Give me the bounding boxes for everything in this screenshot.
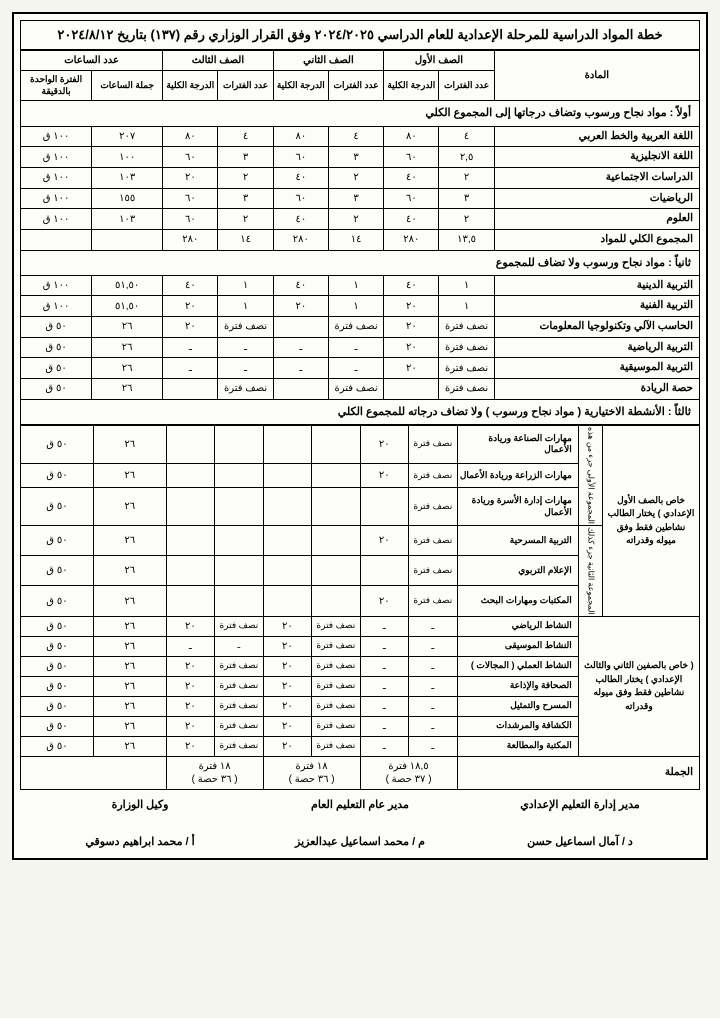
subject-cell: الحاسب الآلي وتكنولوجيا المعلومات bbox=[494, 317, 699, 338]
summary-g3: ١٨ فترة( ٣٦ حصة ) bbox=[166, 756, 263, 789]
summary-g1: ١٨,٥ فترة( ٣٧ حصة ) bbox=[360, 756, 457, 789]
table-row: خاص بالصف الأول الإعدادي ) يختار الطالب … bbox=[21, 425, 700, 463]
signature-1: مدير إدارة التعليم الإعدادي د / آمال اسم… bbox=[470, 798, 690, 848]
sig2-title: مدير عام التعليم العام bbox=[250, 798, 470, 811]
subject-cell: التربية الموسيقية bbox=[494, 358, 699, 379]
note-1: خاص بالصف الأول الإعدادي ) يختار الطالب … bbox=[603, 425, 700, 616]
sub-score-1: الدرجة الكلية bbox=[384, 71, 439, 101]
table-header: المادة الصف الأول الصف الثاني الصف الثال… bbox=[21, 51, 700, 127]
curriculum-table: المادة الصف الأول الصف الثاني الصف الثال… bbox=[20, 50, 700, 425]
activities-table: خاص بالصف الأول الإعدادي ) يختار الطالب … bbox=[20, 425, 700, 790]
table-row: التربية الرياضية نصف فترة٢٠ ــ ــ ٢٦٥٠ ق bbox=[21, 337, 700, 358]
sub-unitmin: الفترة الواحدة بالدقيقة bbox=[21, 71, 92, 101]
subject-cell: التربية الدينية bbox=[494, 275, 699, 296]
signature-3: وكيل الوزارة أ / محمد ابراهيم دسوقي bbox=[30, 798, 250, 848]
subject-cell: التربية الفنية bbox=[494, 296, 699, 317]
subject-cell: الرياضيات bbox=[494, 188, 699, 209]
table-row: المجموع الكلي للمواد ١٣,٥٢٨٠ ١٤٢٨٠ ١٤٢٨٠ bbox=[21, 229, 700, 250]
col-grade3: الصف الثالث bbox=[163, 51, 274, 71]
col-subject: المادة bbox=[494, 51, 699, 101]
table-row: حصة الريادة نصف فترة نصف فترة نصف فترة ٢… bbox=[21, 379, 700, 400]
subject-cell: العلوم bbox=[494, 209, 699, 230]
sig1-name: د / آمال اسماعيل حسن bbox=[470, 835, 690, 848]
section1-label: أولاً : مواد نجاح ورسوب وتضاف درجاتها إل… bbox=[21, 101, 700, 126]
table-row: الحاسب الآلي وتكنولوجيا المعلومات نصف فت… bbox=[21, 317, 700, 338]
table-row: اللغة العربية والخط العربي ٤٨٠ ٤٨٠ ٤٨٠ ٢… bbox=[21, 126, 700, 147]
subject-cell: التربية الرياضية bbox=[494, 337, 699, 358]
table-row: الرياضيات ٣٦٠ ٣٦٠ ٣٦٠ ١٥٥١٠٠ ق bbox=[21, 188, 700, 209]
col-grade1: الصف الأول bbox=[384, 51, 495, 71]
table-row: التربية الدينية ١٤٠ ١٤٠ ١٤٠ ٥١,٥٠١٠٠ ق bbox=[21, 275, 700, 296]
sig3-title: وكيل الوزارة bbox=[30, 798, 250, 811]
document-page: خطة المواد الدراسية للمرحلة الإعدادية لل… bbox=[12, 12, 708, 860]
subject-cell: اللغة العربية والخط العربي bbox=[494, 126, 699, 147]
table-row: التربية الموسيقية نصف فترة٢٠ ــ ــ ٢٦٥٠ … bbox=[21, 358, 700, 379]
subject-cell: حصة الريادة bbox=[494, 379, 699, 400]
table-row: ( خاص بالصفين الثاني والثالث الإعدادي ) … bbox=[21, 616, 700, 636]
group-a: المجموعة الأولى جزء من هذه bbox=[578, 425, 602, 525]
sub-score-2: الدرجة الكلية bbox=[273, 71, 328, 101]
document-title: خطة المواد الدراسية للمرحلة الإعدادية لل… bbox=[20, 20, 700, 50]
sub-sumhours: جملة الساعات bbox=[92, 71, 163, 101]
group-b: المجموعة الثانية جزء كذلك bbox=[578, 525, 602, 616]
table-row: الدراسات الاجتماعية ٢٤٠ ٢٤٠ ٢٢٠ ١٠٣١٠٠ ق bbox=[21, 167, 700, 188]
section2-label: ثانياً : مواد نجاح ورسوب ولا تضاف للمجمو… bbox=[21, 250, 700, 275]
section3-label: ثالثاً : الأنشطة الاختيارية ( مواد نجاح … bbox=[21, 399, 700, 424]
summary-label: الجملة bbox=[457, 756, 699, 789]
sig2-name: م / محمد اسماعيل عبدالعزيز bbox=[250, 835, 470, 848]
signature-2: مدير عام التعليم العام م / محمد اسماعيل … bbox=[250, 798, 470, 848]
table-row: المجموعة الثانية جزء كذلك التربية المسرح… bbox=[21, 525, 700, 555]
sig3-name: أ / محمد ابراهيم دسوقي bbox=[30, 835, 250, 848]
subject-cell: المجموع الكلي للمواد bbox=[494, 229, 699, 250]
subject-cell: اللغة الانجليزية bbox=[494, 147, 699, 168]
summary-g2: ١٨ فترة( ٣٦ حصة ) bbox=[263, 756, 360, 789]
sub-score-3: الدرجة الكلية bbox=[163, 71, 218, 101]
sig1-title: مدير إدارة التعليم الإعدادي bbox=[470, 798, 690, 811]
col-hours: عدد الساعات bbox=[21, 51, 163, 71]
table-row: التربية الفنية ١٢٠ ١٢٠ ١٢٠ ٥١,٥٠١٠٠ ق bbox=[21, 296, 700, 317]
table-row: اللغة الانجليزية ٢,٥٦٠ ٣٦٠ ٣٦٠ ١٠٠١٠٠ ق bbox=[21, 147, 700, 168]
subject-cell: الدراسات الاجتماعية bbox=[494, 167, 699, 188]
col-grade2: الصف الثاني bbox=[273, 51, 384, 71]
note-2: ( خاص بالصفين الثاني والثالث الإعدادي ) … bbox=[578, 616, 699, 756]
table-row: العلوم ٢٤٠ ٢٤٠ ٢٦٠ ١٠٣١٠٠ ق bbox=[21, 209, 700, 230]
sub-periods-3: عدد الفترات bbox=[218, 71, 273, 101]
signatures-row: مدير إدارة التعليم الإعدادي د / آمال اسم… bbox=[20, 790, 700, 852]
summary-row: الجملة ١٨,٥ فترة( ٣٧ حصة ) ١٨ فترة( ٣٦ ح… bbox=[21, 756, 700, 789]
sub-periods-2: عدد الفترات bbox=[328, 71, 383, 101]
sub-periods-1: عدد الفترات bbox=[439, 71, 494, 101]
